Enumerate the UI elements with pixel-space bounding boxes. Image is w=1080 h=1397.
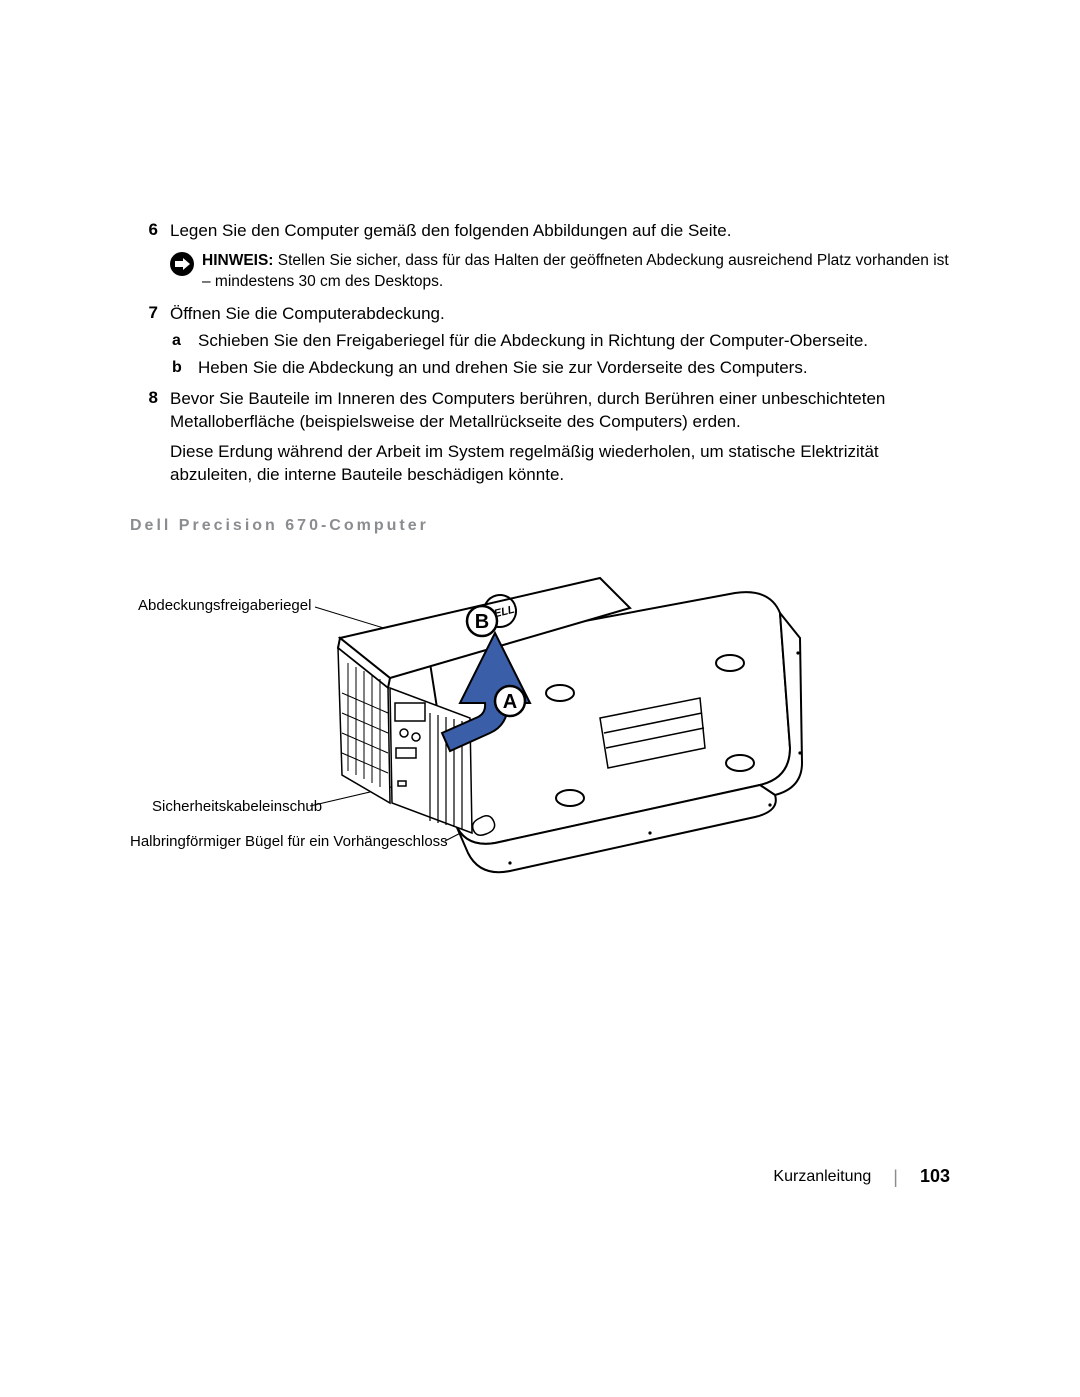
step-7-body: Öffnen Sie die Computerabdeckung. a Schi… [170, 303, 950, 380]
computer-figure: Abdeckungsfreigaberiegel Sicherheitskabe… [130, 553, 860, 893]
step-7-number: 7 [130, 303, 170, 323]
step-7: 7 Öffnen Sie die Computerabdeckung. a Sc… [130, 303, 950, 380]
page-footer: Kurzanleitung | 103 [773, 1166, 950, 1187]
step-7a: a Schieben Sie den Freigaberiegel für di… [170, 330, 950, 353]
section-title: Dell Precision 670-Computer [130, 517, 950, 535]
step-8-body: Bevor Sie Bauteile im Inneren des Comput… [170, 388, 950, 488]
footer-page-number: 103 [920, 1166, 950, 1187]
notice-text: HINWEIS: Stellen Sie sicher, dass für da… [202, 251, 950, 293]
notice-lead: HINWEIS: [202, 252, 273, 269]
step-7b-text: Heben Sie die Abdeckung an und drehen Si… [198, 357, 950, 380]
step-8-p1: Bevor Sie Bauteile im Inneren des Comput… [170, 388, 950, 434]
footer-separator: | [893, 1168, 898, 1186]
figure-label-a: A [503, 691, 517, 713]
step-7b-letter: b [170, 357, 198, 379]
step-6-number: 6 [130, 220, 170, 240]
footer-title: Kurzanleitung [773, 1168, 871, 1186]
step-8: 8 Bevor Sie Bauteile im Inneren des Comp… [130, 388, 950, 488]
step-7a-text: Schieben Sie den Freigaberiegel für die … [198, 330, 950, 353]
figure-label-b: B [475, 611, 489, 633]
notice-arrow-icon [170, 252, 194, 276]
step-6: 6 Legen Sie den Computer gemäß den folge… [130, 220, 950, 243]
step-8-number: 8 [130, 388, 170, 408]
step-7a-letter: a [170, 330, 198, 352]
step-6-text: Legen Sie den Computer gemäß den folgend… [170, 220, 950, 243]
step-7b: b Heben Sie die Abdeckung an und drehen … [170, 357, 950, 380]
notice-body: Stellen Sie sicher, dass für das Halten … [202, 252, 949, 290]
page: 6 Legen Sie den Computer gemäß den folge… [0, 0, 1080, 1397]
notice-row: HINWEIS: Stellen Sie sicher, dass für da… [170, 251, 950, 293]
step-8-p2: Diese Erdung während der Arbeit im Syste… [170, 441, 950, 487]
step-7-text: Öffnen Sie die Computerabdeckung. [170, 303, 950, 326]
computer-svg: DELL [130, 553, 860, 893]
